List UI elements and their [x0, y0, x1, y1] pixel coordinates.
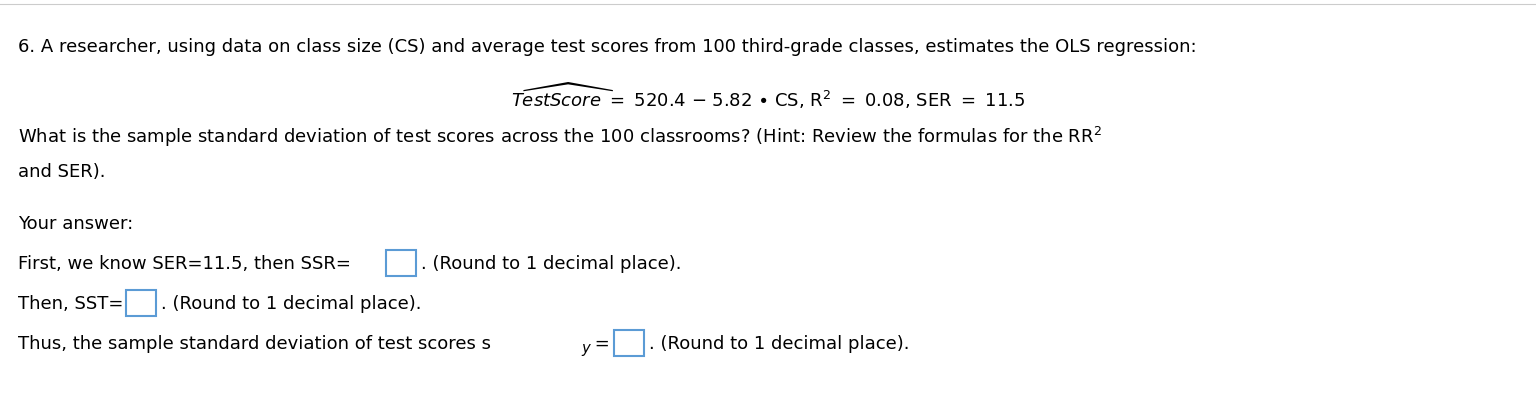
Bar	[387, 250, 416, 276]
Text: What is the sample standard deviation of test scores across the 100 classrooms? : What is the sample standard deviation of…	[18, 125, 1101, 149]
Text: . (Round to 1 decimal place).: . (Round to 1 decimal place).	[161, 294, 422, 312]
Text: . (Round to 1 decimal place).: . (Round to 1 decimal place).	[421, 254, 682, 272]
Text: =: =	[590, 334, 610, 352]
Text: $\widehat{\mathit{TestScore}}$ $=$ 520.4 $-$ 5.82 $\bullet$ CS, R$^2$ $=$ 0.08, : $\widehat{\mathit{TestScore}}$ $=$ 520.4…	[511, 80, 1025, 110]
Text: 6. A researcher, using data on class size (CS) and average test scores from 100 : 6. A researcher, using data on class siz…	[18, 38, 1197, 56]
Text: Your answer:: Your answer:	[18, 215, 134, 232]
Text: First, we know SER=11.5, then SSR=: First, we know SER=11.5, then SSR=	[18, 254, 350, 272]
Text: Then, SST=: Then, SST=	[18, 294, 123, 312]
Text: Thus, the sample standard deviation of test scores s: Thus, the sample standard deviation of t…	[18, 334, 492, 352]
Bar	[126, 290, 157, 316]
Text: and SER).: and SER).	[18, 162, 106, 181]
Text: . (Round to 1 decimal place).: . (Round to 1 decimal place).	[650, 334, 909, 352]
Text: y: y	[581, 340, 590, 355]
Bar	[614, 330, 644, 356]
